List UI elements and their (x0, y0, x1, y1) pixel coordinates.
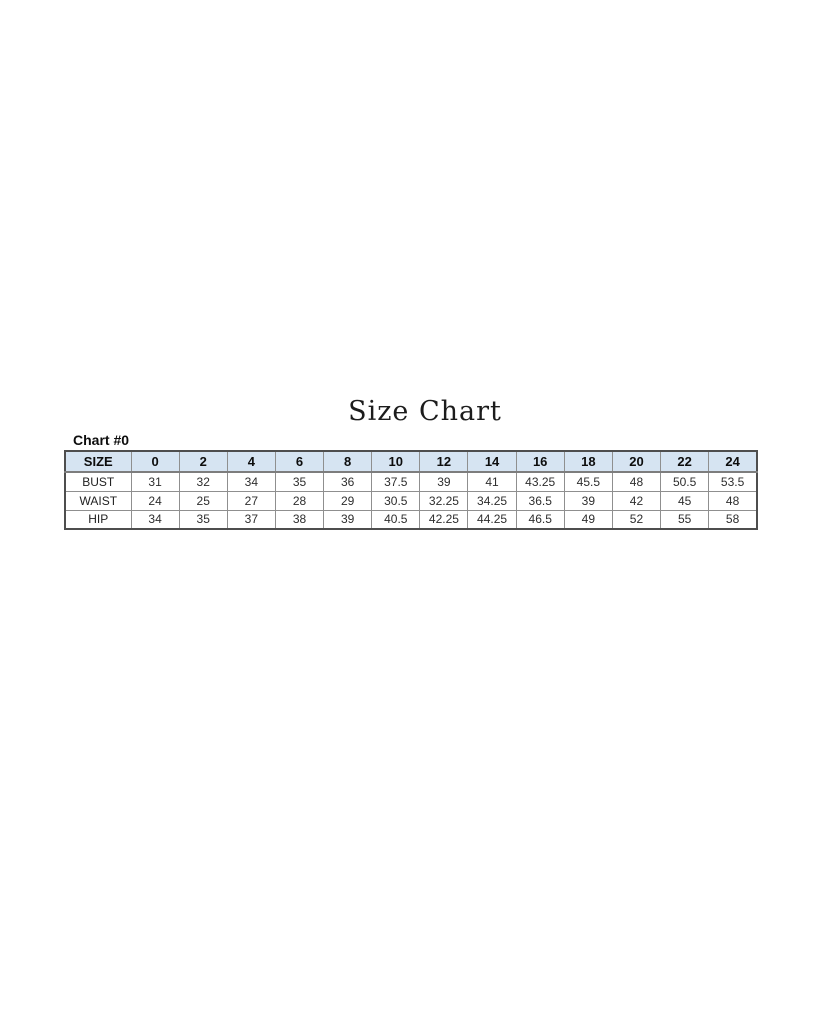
measurement-value-cell: 35 (178, 509, 228, 530)
measurement-value-cell: 36.5 (515, 490, 565, 511)
measurement-value-cell: 35 (274, 471, 325, 492)
measurement-value-cell: 52 (611, 509, 662, 530)
measurement-value-cell: 37 (226, 509, 276, 530)
measurement-label: BUST (64, 471, 132, 492)
measurement-value-cell: 34 (226, 471, 276, 492)
size-column-header: 18 (563, 450, 613, 473)
measurement-value-cell: 49 (563, 509, 613, 530)
size-column-header: 8 (323, 450, 373, 473)
measurement-value-cell: 36 (323, 471, 373, 492)
measurement-value-cell: 32 (178, 471, 228, 492)
size-column-header: 14 (467, 450, 517, 473)
measurement-value-cell: 39 (323, 509, 373, 530)
measurement-value-cell: 39 (419, 471, 469, 492)
size-column-header: 4 (226, 450, 276, 473)
size-column-header: 2 (178, 450, 228, 473)
measurement-value-cell: 34.25 (467, 490, 517, 511)
measurement-value-cell: 30.5 (371, 490, 421, 511)
measurement-value-cell: 39 (563, 490, 613, 511)
size-column-header: 6 (274, 450, 325, 473)
measurement-value-cell: 42 (611, 490, 662, 511)
size-chart-table: SIZE 0 2 4 6 8 10 12 14 16 18 20 22 24 BUST 31 32 34 35 36 3… (64, 450, 758, 530)
measurement-value-cell: 37.5 (371, 471, 421, 492)
measurement-value-cell: 48 (611, 471, 662, 492)
measurement-value-cell: 44.25 (467, 509, 517, 530)
size-column-header: 16 (515, 450, 565, 473)
size-column-header: 20 (611, 450, 662, 473)
measurement-label: WAIST (64, 490, 132, 511)
measurement-value-cell: 58 (708, 509, 758, 530)
measurement-value-cell: 42.25 (419, 509, 469, 530)
measurement-value-cell: 53.5 (708, 471, 758, 492)
measurement-value-cell: 29 (323, 490, 373, 511)
measurement-value-cell: 34 (130, 509, 180, 530)
size-header-cell: SIZE (64, 450, 132, 473)
measurement-value-cell: 28 (274, 490, 325, 511)
measurement-value-cell: 43.25 (515, 471, 565, 492)
measurement-row: HIP 34 35 37 38 39 40.5 42.25 44.25 46.5 49 52 55 58 (64, 509, 758, 530)
chart-number-label: Chart #0 (73, 432, 130, 448)
measurement-value-cell: 46.5 (515, 509, 565, 530)
measurement-label: HIP (64, 509, 132, 530)
size-column-header: 22 (660, 450, 710, 473)
measurement-value-cell: 25 (178, 490, 228, 511)
measurement-value-cell: 31 (130, 471, 180, 492)
size-chart-section: Size Chart Chart #0 SIZE 0 2 4 6 8 10 12 14 16 18 2… (64, 397, 758, 530)
size-column-header: 12 (419, 450, 469, 473)
measurement-value-cell: 41 (467, 471, 517, 492)
measurement-value-cell: 32.25 (419, 490, 469, 511)
size-column-header: 24 (708, 450, 758, 473)
measurement-row: WAIST 24 25 27 28 29 30.5 32.25 34.25 36.5 39 42 45 4… (64, 490, 758, 511)
header-row: SIZE 0 2 4 6 8 10 12 14 16 18 20 22 24 (64, 450, 758, 473)
measurement-value-cell: 27 (226, 490, 276, 511)
size-column-header: 10 (371, 450, 421, 473)
size-column-header: 0 (130, 450, 180, 473)
measurement-row: BUST 31 32 34 35 36 37.5 39 41 43.25 45.5 48 50.5 53.… (64, 471, 758, 492)
measurement-value-cell: 55 (660, 509, 710, 530)
measurement-value-cell: 45 (660, 490, 710, 511)
measurement-value-cell: 50.5 (660, 471, 710, 492)
measurement-value-cell: 40.5 (371, 509, 421, 530)
measurement-value-cell: 48 (708, 490, 758, 511)
measurement-value-cell: 38 (274, 509, 325, 530)
measurement-value-cell: 45.5 (563, 471, 613, 492)
page-title: Size Chart (348, 396, 502, 427)
measurement-value-cell: 24 (130, 490, 180, 511)
